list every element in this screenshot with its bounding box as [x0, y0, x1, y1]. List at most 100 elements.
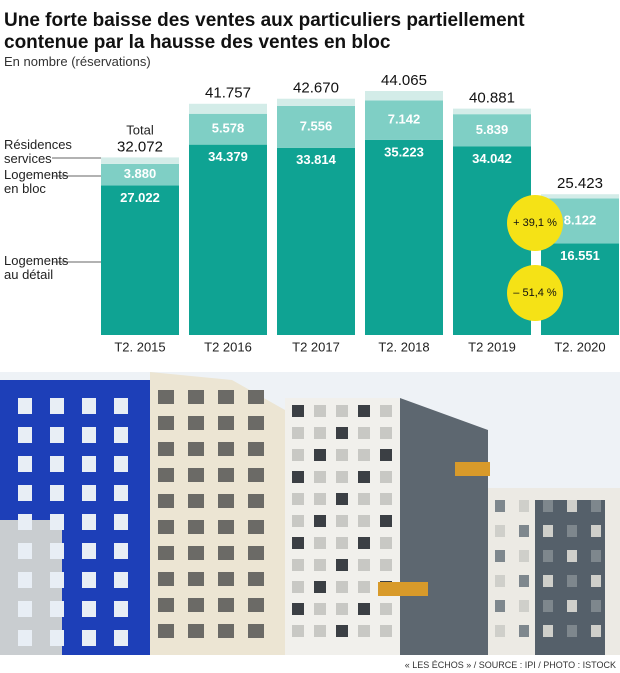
window — [114, 427, 128, 443]
window — [218, 520, 234, 534]
bar-segment — [277, 147, 355, 335]
window — [82, 456, 96, 472]
panel — [380, 471, 392, 483]
panel — [495, 600, 505, 612]
panel — [336, 581, 348, 593]
panel — [314, 625, 326, 637]
window — [218, 572, 234, 586]
window — [82, 427, 96, 443]
window — [218, 390, 234, 404]
x-tick-label: T2 2019 — [468, 339, 516, 354]
chart-subtitle: En nombre (réservations) — [4, 54, 151, 69]
window — [18, 398, 32, 414]
value-label: 7.556 — [300, 118, 333, 133]
panel — [292, 603, 304, 615]
bar-segment — [277, 105, 355, 148]
panel — [380, 493, 392, 505]
window — [50, 601, 64, 617]
panel — [358, 537, 370, 549]
window — [82, 630, 96, 646]
panel — [567, 600, 577, 612]
window — [18, 485, 32, 501]
panel — [314, 559, 326, 571]
total-label: 40.881 — [469, 90, 515, 107]
window — [114, 601, 128, 617]
window — [18, 572, 32, 588]
window — [188, 468, 204, 482]
panel — [519, 575, 529, 587]
panel — [591, 550, 601, 562]
window — [218, 598, 234, 612]
window — [248, 546, 264, 560]
panel — [495, 500, 505, 512]
total-label: 25.423 — [557, 175, 603, 192]
panel — [380, 537, 392, 549]
panel — [358, 625, 370, 637]
panel — [358, 581, 370, 593]
window — [188, 598, 204, 612]
bar-segment — [365, 91, 443, 101]
window — [18, 427, 32, 443]
panel — [292, 449, 304, 461]
panel — [378, 582, 428, 596]
panel — [292, 625, 304, 637]
panel — [495, 550, 505, 562]
panel — [543, 600, 553, 612]
panel — [495, 575, 505, 587]
panel — [591, 600, 601, 612]
panel — [358, 405, 370, 417]
panel — [519, 600, 529, 612]
window — [158, 442, 174, 456]
bar-segment — [189, 103, 267, 114]
legend-label: Logements en bloc — [4, 167, 69, 196]
panel — [292, 427, 304, 439]
panel — [336, 471, 348, 483]
total-label: 42.670 — [293, 80, 339, 97]
x-tick-label: T2. 2020 — [554, 339, 605, 354]
total-label: 44.065 — [381, 72, 427, 89]
window — [50, 572, 64, 588]
window — [248, 624, 264, 638]
window — [114, 572, 128, 588]
window — [218, 416, 234, 430]
panel — [358, 559, 370, 571]
chart-title: Une forte baisse des ventes aux particul… — [4, 10, 525, 53]
window — [188, 494, 204, 508]
value-label: 8.122 — [564, 212, 597, 227]
window — [248, 442, 264, 456]
window — [18, 630, 32, 646]
panel — [380, 603, 392, 615]
window — [158, 494, 174, 508]
panel — [358, 603, 370, 615]
annotation-bubble — [507, 195, 563, 251]
window — [50, 630, 64, 646]
panel — [336, 405, 348, 417]
window — [248, 416, 264, 430]
bar-segment — [101, 163, 179, 186]
bar-segment — [101, 185, 179, 335]
annotation: + 39,1 % — [513, 217, 557, 229]
panel — [292, 405, 304, 417]
window — [158, 546, 174, 560]
legend-label: Logements au détail — [4, 253, 69, 282]
window — [218, 468, 234, 482]
window — [188, 546, 204, 560]
panel — [591, 525, 601, 537]
bar-segment — [189, 144, 267, 335]
bar-segment — [365, 100, 443, 140]
window — [158, 520, 174, 534]
panel — [543, 625, 553, 637]
panel — [358, 471, 370, 483]
window — [18, 601, 32, 617]
value-label: 5.578 — [212, 121, 245, 136]
window — [248, 572, 264, 586]
panel — [314, 537, 326, 549]
value-label: 7.142 — [388, 112, 421, 127]
bar-segment — [365, 139, 443, 335]
x-tick-label: T2 2016 — [204, 339, 252, 354]
panel — [567, 625, 577, 637]
panel — [292, 471, 304, 483]
window — [82, 514, 96, 530]
window — [18, 514, 32, 530]
panel — [519, 500, 529, 512]
